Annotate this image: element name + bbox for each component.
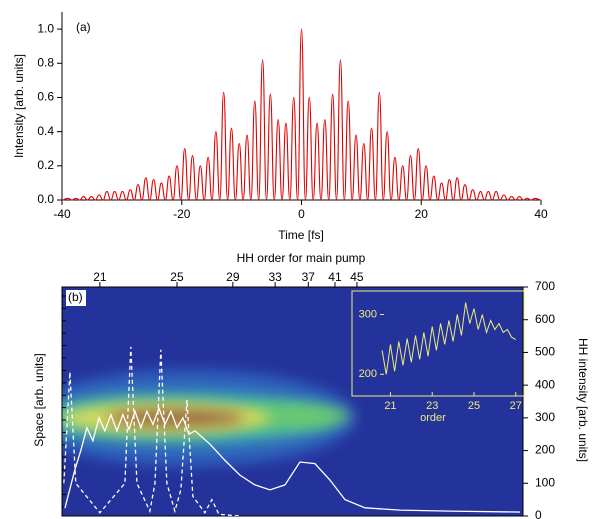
x-tick-label: 27 bbox=[510, 400, 522, 412]
x-tick-label: 0 bbox=[298, 207, 305, 221]
y-tick-label: 0.4 bbox=[37, 124, 54, 138]
y2-tick-label: 200 bbox=[535, 443, 555, 457]
line bbox=[381, 302, 516, 375]
x-axis-title: Time [fs] bbox=[278, 228, 324, 242]
line bbox=[64, 406, 521, 513]
y-axis-title: Space [arb. units] bbox=[32, 353, 46, 446]
panel-label: (a) bbox=[76, 20, 91, 34]
y2-tick-label: 100 bbox=[535, 475, 555, 489]
y-axis-title: Intensity [arb. units] bbox=[12, 54, 26, 158]
y2-tick-label: 600 bbox=[535, 312, 555, 326]
y2-axis-title: HH intensity [arb. units] bbox=[576, 338, 590, 462]
x-tick-label: 25 bbox=[468, 400, 480, 412]
inset-frame bbox=[351, 290, 525, 397]
x-tick-label: -20 bbox=[173, 207, 191, 221]
heatmap bbox=[62, 287, 523, 516]
x-tick-label: 29 bbox=[226, 270, 240, 284]
x-tick-label: 25 bbox=[170, 270, 184, 284]
line bbox=[63, 346, 240, 516]
panel-label: (b) bbox=[68, 290, 83, 304]
x-tick-label: -40 bbox=[53, 207, 71, 221]
inset-x-axis-title: order bbox=[420, 412, 446, 424]
y2-tick-label: 0 bbox=[535, 508, 542, 519]
y-tick-label: 0.2 bbox=[37, 158, 54, 172]
y-tick-label: 0.6 bbox=[37, 90, 54, 104]
panel-label-box bbox=[66, 290, 86, 306]
y2-tick-label: 300 bbox=[535, 410, 555, 424]
x-tick-label: 21 bbox=[384, 400, 396, 412]
x-tick-label: 21 bbox=[93, 270, 107, 284]
x-tick-label: 23 bbox=[426, 400, 438, 412]
x-tick-label: 33 bbox=[268, 270, 282, 284]
y-tick-label: 0.8 bbox=[37, 55, 54, 69]
y2-tick-label: 400 bbox=[535, 377, 555, 391]
x-tick-label: 37 bbox=[302, 270, 316, 284]
x-axis-title: HH order for main pump bbox=[237, 251, 366, 265]
x-tick-label: 20 bbox=[415, 207, 429, 221]
x-tick-label: 41 bbox=[328, 270, 342, 284]
y-tick-label: 1.0 bbox=[37, 21, 54, 35]
line bbox=[61, 28, 542, 201]
y2-tick-label: 700 bbox=[535, 279, 555, 293]
y-tick-label: 200 bbox=[359, 368, 377, 380]
y-tick-label: 0.0 bbox=[37, 192, 54, 206]
y2-tick-label: 500 bbox=[535, 345, 555, 359]
plot-frame bbox=[61, 286, 524, 517]
x-tick-label: 40 bbox=[534, 207, 548, 221]
x-tick-label: 45 bbox=[350, 270, 364, 284]
y-tick-label: 300 bbox=[359, 308, 377, 320]
